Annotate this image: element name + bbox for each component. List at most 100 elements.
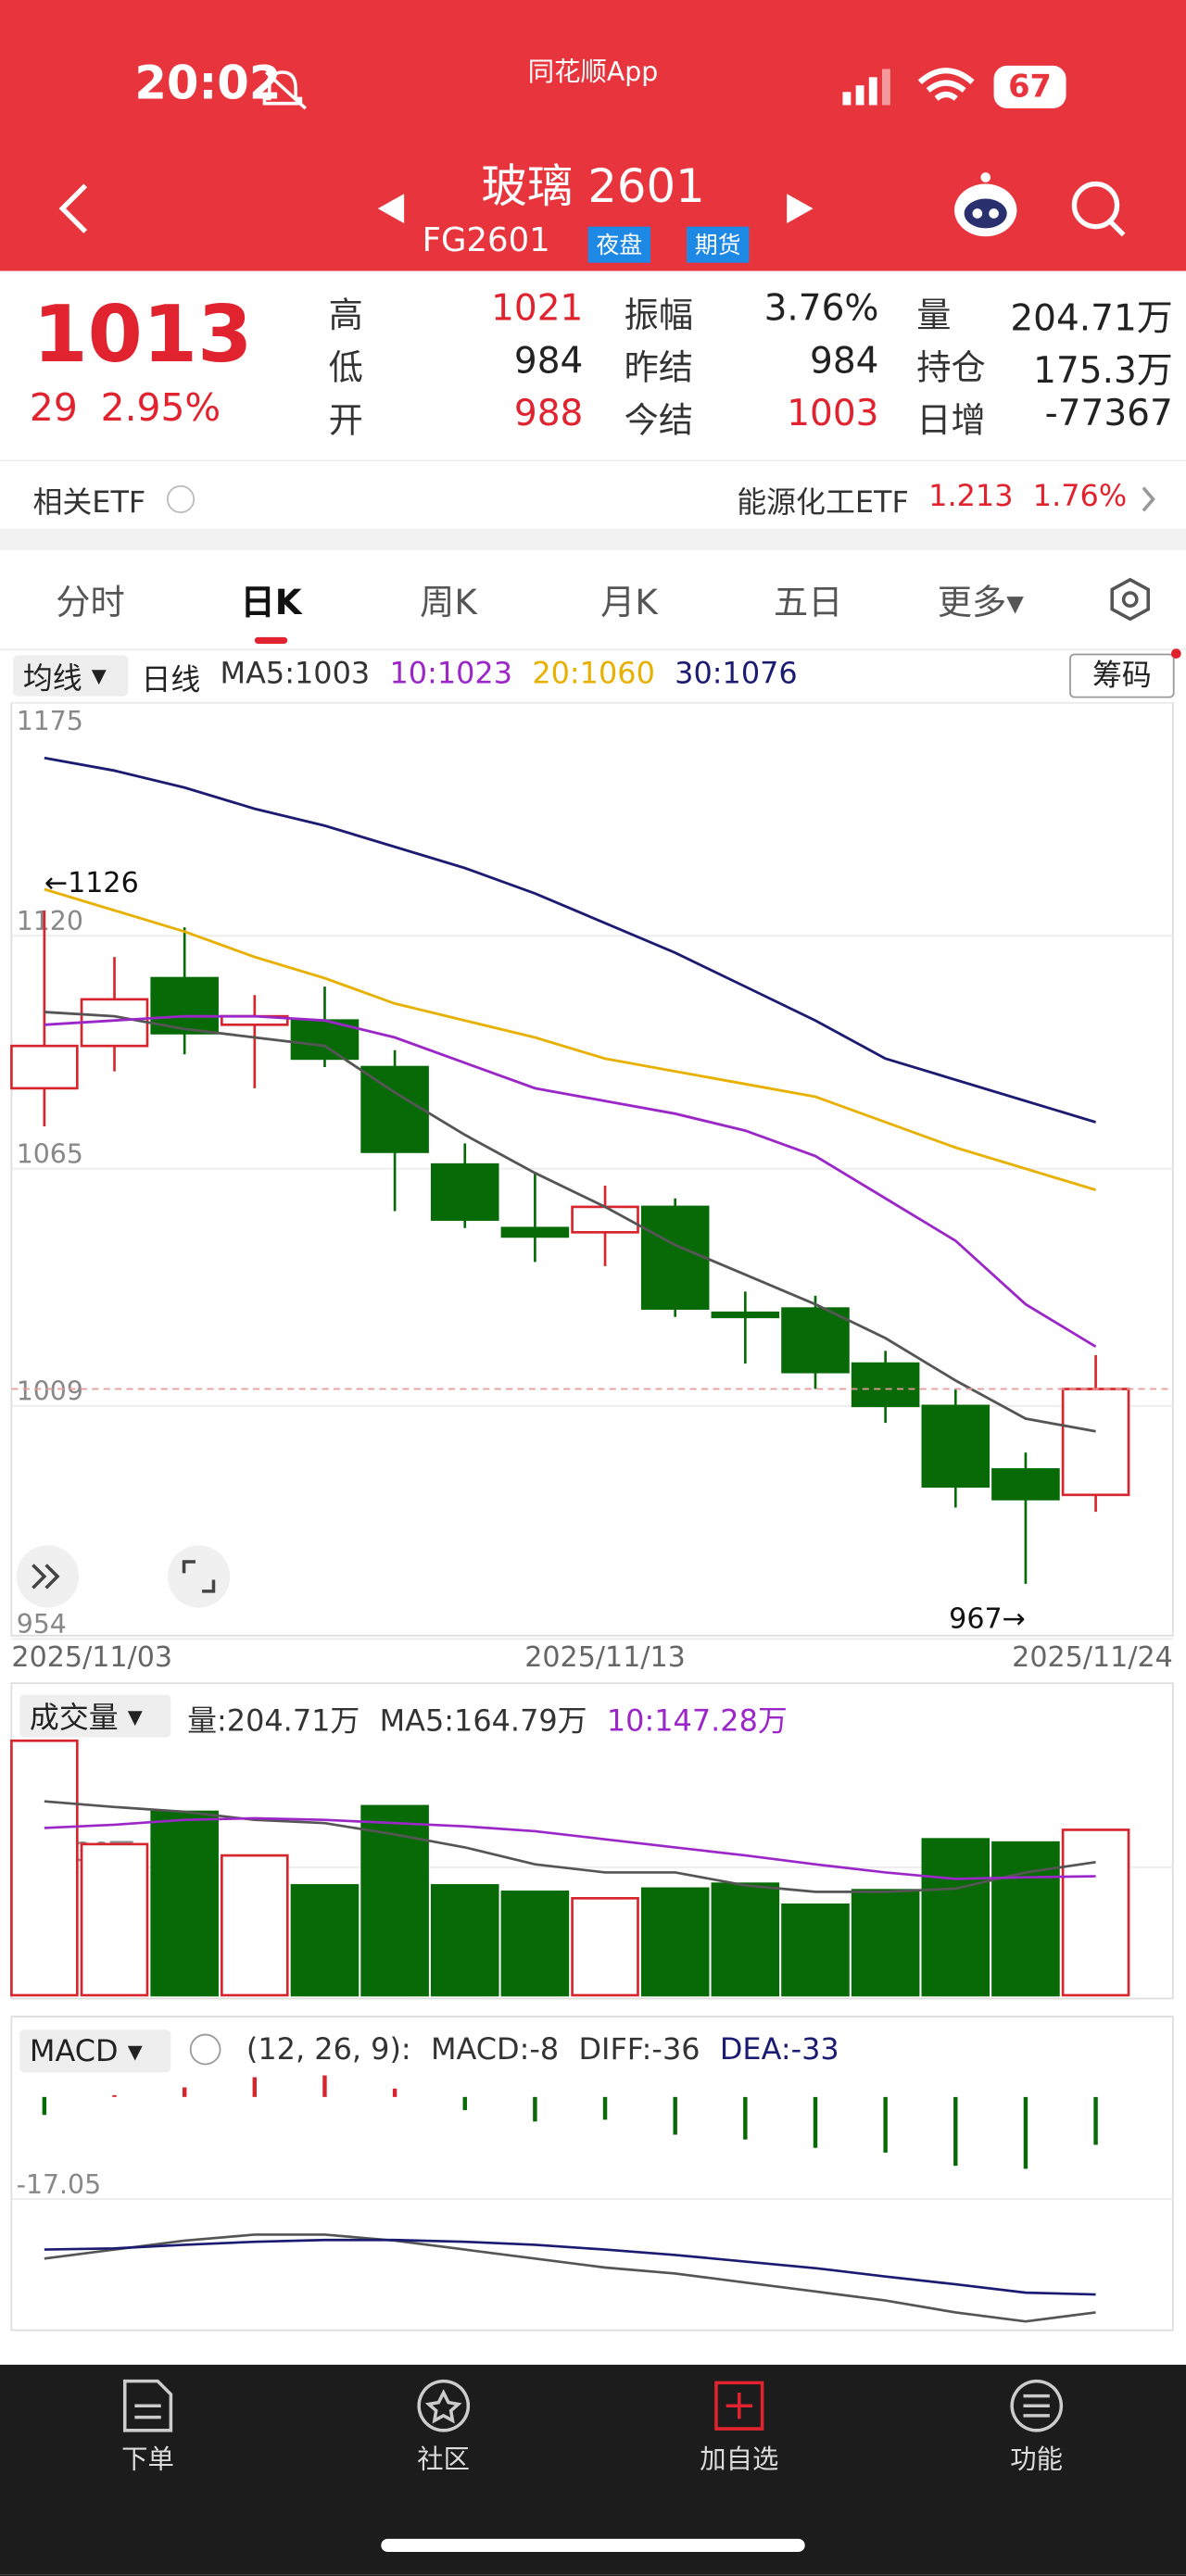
candle-body — [851, 1362, 920, 1408]
field-label: 开 — [328, 400, 363, 441]
etf-quote[interactable]: 能源化工ETF 1.213 1.76% — [737, 480, 1127, 522]
settings[interactable] — [1110, 577, 1150, 622]
etf-label: 相关ETF — [32, 485, 146, 521]
volume-bar — [290, 1884, 360, 1997]
volume-bar — [640, 1887, 710, 1997]
info-icon — [189, 2033, 221, 2066]
legend-item: DIFF:-36 — [578, 2032, 700, 2068]
nav-label[interactable]: 功能 — [1010, 2444, 1064, 2475]
candle-body — [781, 1307, 850, 1374]
field-value: 1021 — [491, 289, 584, 331]
field-label: 低 — [328, 347, 363, 388]
field-label: 昨结 — [624, 347, 694, 388]
line — [44, 887, 1096, 1191]
candle-body — [991, 1468, 1060, 1501]
line — [44, 756, 1096, 1124]
line — [44, 1014, 1097, 1349]
last-price: 1013 — [32, 289, 253, 382]
x-tick-label: 2025/11/13 — [524, 1641, 686, 1674]
nav-label[interactable]: 加自选 — [700, 2444, 779, 2475]
tag: 夜盘 — [587, 226, 651, 263]
field-value: 1003 — [787, 394, 879, 435]
candle-body — [430, 1162, 499, 1221]
kline-frame — [10, 701, 1174, 1637]
tab[interactable]: 日K — [240, 583, 302, 622]
divider — [0, 459, 1186, 462]
candle-body — [571, 1205, 639, 1234]
ma-selector-text: 均线 — [22, 660, 82, 696]
y-tick-label: 1120 — [17, 906, 83, 936]
y-tick-label: 954 — [17, 1609, 67, 1640]
volume-bar — [221, 1853, 289, 1997]
ma-selector[interactable]: 均线 ▾ — [13, 655, 129, 697]
volume-selector[interactable]: 成交量 ▾ — [19, 1694, 171, 1738]
x-tick-label: 2025/11/03 — [11, 1641, 172, 1674]
legend-item: DEA:-33 — [719, 2032, 839, 2068]
settings-dot — [1121, 591, 1139, 608]
high-note: ←1126 — [44, 867, 139, 899]
candle-body — [500, 1226, 570, 1238]
volume-bar — [500, 1891, 570, 1997]
line — [44, 1800, 1096, 1893]
tab[interactable]: 更多▾ — [937, 583, 1024, 622]
low-note: 967→ — [949, 1602, 1026, 1635]
macd-selector-text: MACD — [29, 2033, 119, 2068]
field-value: 3.76% — [763, 289, 879, 331]
volume-bar — [711, 1882, 780, 1997]
divider — [0, 648, 1186, 651]
etf-change: 1.76% — [1032, 479, 1128, 514]
field-value: -77367 — [1044, 394, 1173, 435]
etf-name: 能源化工ETF — [737, 485, 909, 521]
legend-item: MACD:-8 — [430, 2032, 560, 2068]
legend-item: 10:1023 — [389, 657, 513, 692]
field-label: 持仓 — [916, 347, 986, 388]
nav-label[interactable]: 社区 — [417, 2444, 471, 2475]
battery: 67 — [993, 65, 1066, 109]
tab[interactable]: 分时 — [56, 583, 125, 622]
chips-button[interactable]: 筹码 — [1069, 653, 1175, 698]
y-tick-label: 1065 — [17, 1139, 83, 1170]
gap-band — [0, 528, 1186, 550]
legend-item: 20:1060 — [532, 657, 655, 692]
y-tick-label: -17.05 — [17, 2169, 101, 2200]
legend-item: 10:147.28万 — [606, 1704, 788, 1740]
ma-legend: MA5:1003 10:1023 20:1060 30:1076 — [221, 657, 798, 691]
field-label: 今结 — [624, 400, 694, 441]
fullscreen-button — [167, 1545, 231, 1608]
field-value: 988 — [513, 394, 584, 435]
candle-body — [360, 1065, 429, 1153]
fullscreen-icon — [182, 1560, 216, 1593]
nav-label[interactable]: 下单 — [121, 2444, 174, 2475]
macd-legend: (12, 26, 9): MACD:-8 DIFF:-36 DEA:-33 — [246, 2033, 839, 2067]
legend-item: MA5:1003 — [220, 657, 371, 692]
field-label: 高 — [328, 295, 363, 335]
volume-bar — [430, 1884, 499, 1997]
candle-body — [711, 1311, 780, 1319]
tab[interactable]: 五日 — [774, 583, 843, 622]
field-label: 量 — [916, 295, 952, 335]
status-time: 20:02 — [134, 56, 282, 110]
field-value: 984 — [513, 341, 584, 383]
volume-bar — [150, 1810, 219, 1997]
field-label: 日增 — [916, 400, 986, 441]
expand-button — [16, 1545, 80, 1608]
title: 玻璃 2601 — [481, 158, 705, 214]
y-tick-label: 158.36万 — [17, 1838, 135, 1868]
volume-bar — [10, 1739, 79, 1997]
tab[interactable]: 月K — [600, 583, 658, 622]
period: 日线 — [141, 663, 201, 698]
candle-body — [1061, 1388, 1130, 1497]
tag: 期货 — [687, 226, 750, 263]
x-tick-label: 2025/11/24 — [1012, 1641, 1173, 1674]
macd-selector[interactable]: MACD ▾ — [19, 2029, 171, 2073]
change: 29 — [29, 387, 78, 431]
price-change: 29 2.95% — [30, 387, 221, 430]
status-app: 同花顺App — [527, 56, 659, 87]
tab[interactable]: 周K — [420, 583, 477, 622]
candle-body — [10, 1044, 79, 1090]
volume-legend: 量:204.71万 MA5:164.79万 10:147.28万 — [187, 1698, 788, 1740]
candle-body — [640, 1205, 710, 1310]
expand-icon — [32, 1564, 60, 1590]
line — [44, 2238, 1096, 2296]
